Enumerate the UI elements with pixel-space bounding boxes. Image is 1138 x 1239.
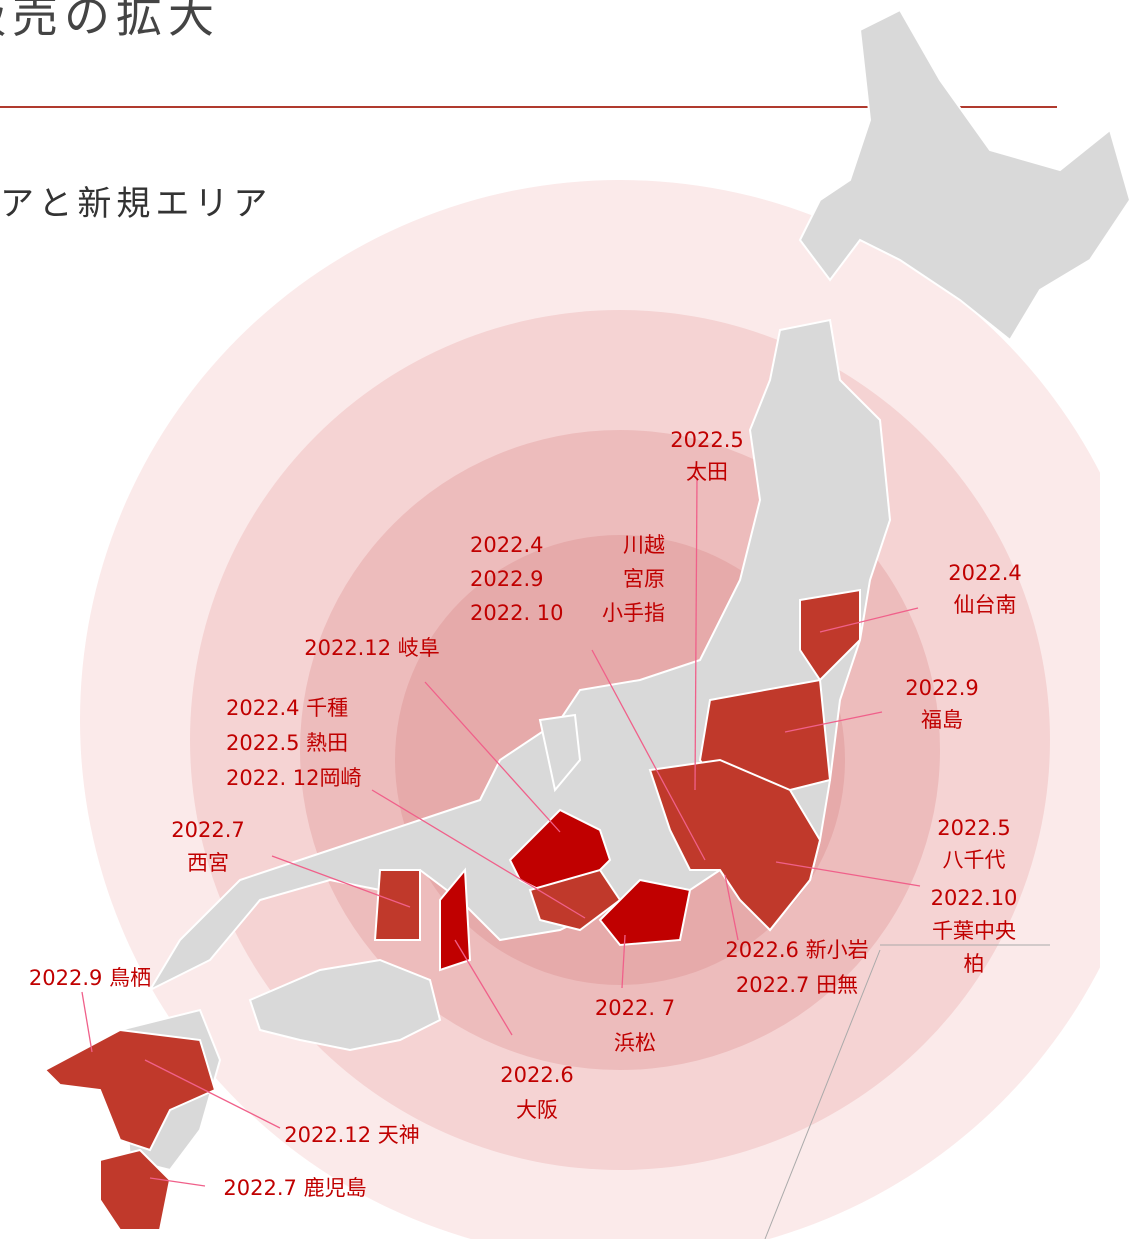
area-label: 2022.7	[171, 818, 244, 842]
area-label: 2022.4 千種	[226, 696, 348, 720]
leader-line	[454, 939, 513, 1036]
area-label: 2022.9 鳥栖	[29, 966, 151, 990]
area-label: 2022.10	[931, 886, 1018, 910]
japan-map	[43, 8, 1132, 1231]
area-label: 千葉中央	[932, 919, 1016, 943]
area-label: 八千代	[943, 848, 1006, 872]
area-label: 小手指	[602, 601, 665, 625]
leader-line	[694, 477, 698, 791]
area-label: 2022. 10	[470, 601, 564, 625]
area-label: 2022.7 鹿児島	[223, 1176, 366, 1200]
area-label: 西宮	[187, 851, 229, 875]
area-label: 仙台南	[954, 593, 1017, 617]
leader-line	[784, 711, 883, 733]
area-label: 2022.9	[470, 567, 543, 591]
leader-line	[621, 934, 626, 989]
area-label: 2022.5 熱田	[226, 731, 348, 755]
area-label: 福島	[921, 708, 963, 732]
area-label: 2022.9	[905, 676, 978, 700]
area-label: 柏	[964, 952, 985, 976]
guide-line	[764, 949, 881, 1239]
area-label: 2022.6	[500, 1063, 573, 1087]
area-label: 川越	[623, 533, 665, 557]
area-label: 宮原	[623, 567, 665, 591]
area-label: 2022.12 岐阜	[304, 636, 440, 660]
area-label: 大阪	[516, 1098, 558, 1122]
leader-line	[424, 681, 561, 833]
title: 販売の拡大	[0, 0, 220, 43]
area-label: 2022.5	[937, 816, 1010, 840]
area-label: 2022.4	[948, 561, 1021, 585]
leader-line	[144, 1059, 281, 1129]
area-label: 浜松	[614, 1031, 656, 1055]
area-label: 2022.5	[670, 428, 743, 452]
area-label: 2022.6 新小岩	[725, 938, 868, 962]
leader-line	[819, 607, 919, 633]
area-label: 2022.7 田無	[736, 973, 858, 997]
subtitle: アと新規エリア	[0, 184, 272, 224]
leader-line	[149, 1177, 206, 1187]
leader-line	[775, 861, 921, 887]
area-label: 2022. 7	[595, 996, 675, 1020]
area-label: 2022.4	[470, 533, 543, 557]
area-label: 2022. 12岡崎	[226, 766, 362, 790]
leader-line	[591, 649, 706, 861]
leader-line	[271, 855, 411, 908]
leader-line	[724, 874, 739, 941]
area-label: 太田	[686, 460, 728, 484]
area-label: 2022.12 天神	[284, 1123, 420, 1147]
leader-line	[81, 991, 93, 1053]
leader-line	[371, 789, 586, 919]
